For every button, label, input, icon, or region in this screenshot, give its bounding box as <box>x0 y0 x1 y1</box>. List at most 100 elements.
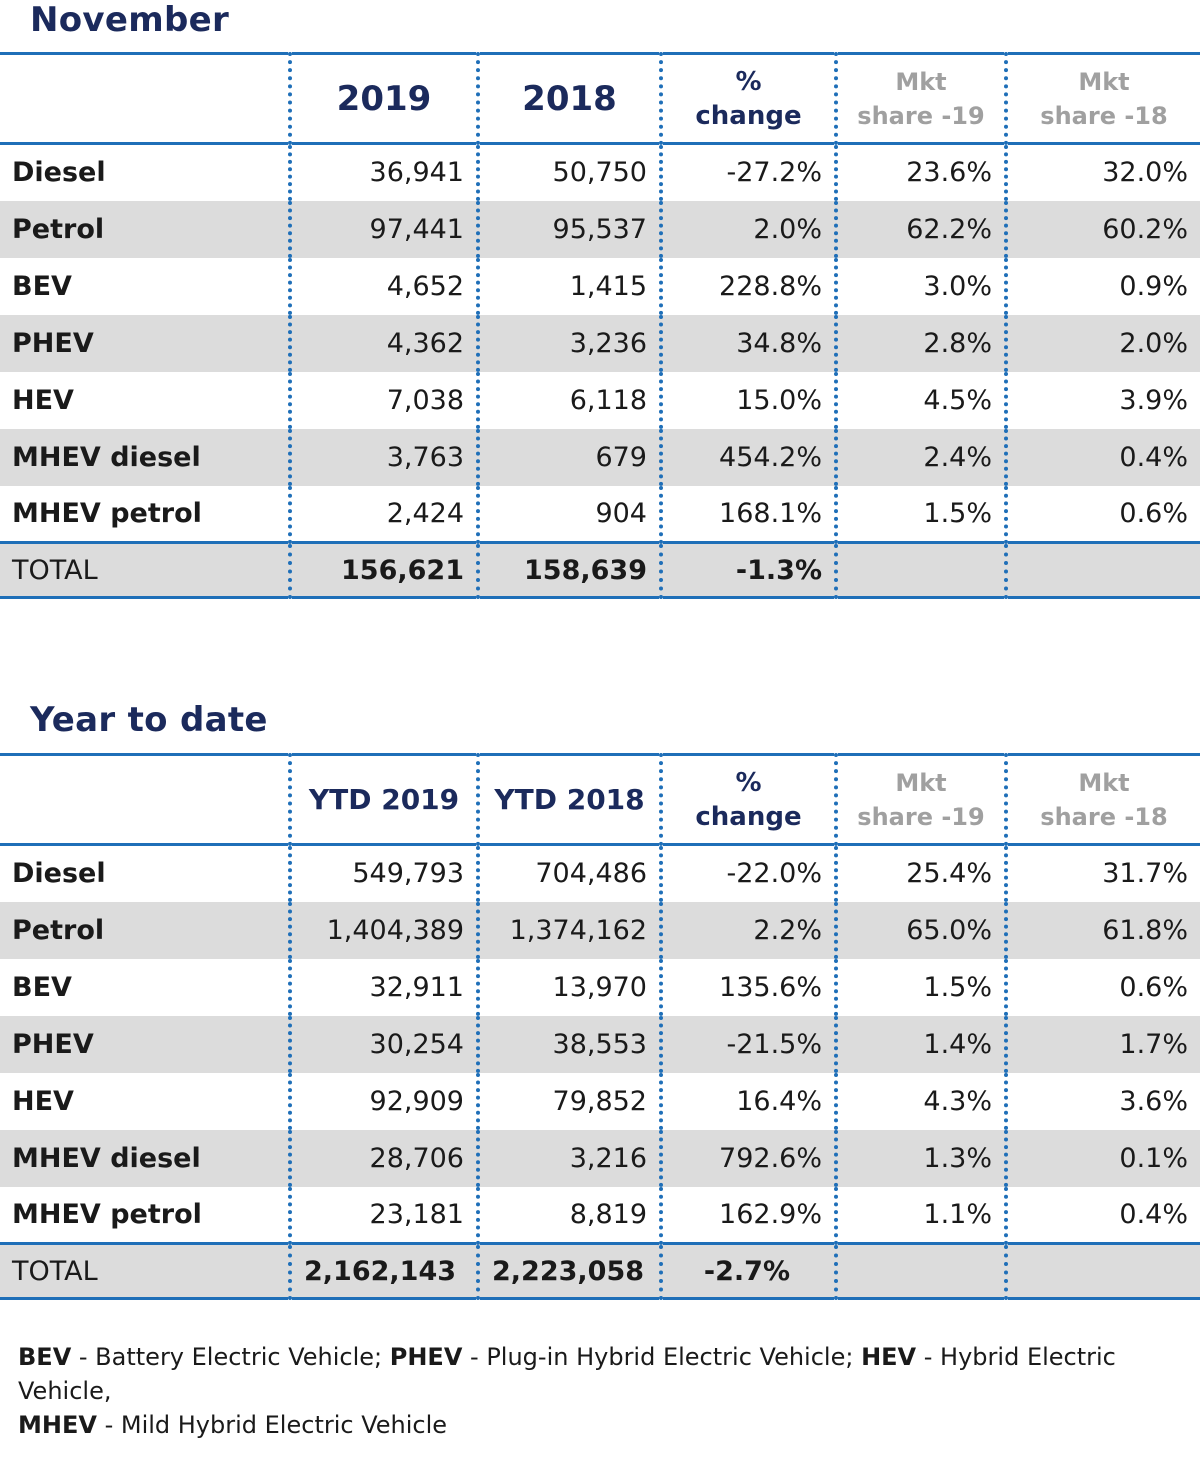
cell-mkt-share-19: 65.0% <box>834 901 1006 959</box>
cell-mkt-share-18: 0.9% <box>1004 257 1200 315</box>
cell-value-2019: 28,706 <box>288 1129 478 1187</box>
cell-value-2018: 704,486 <box>476 844 661 902</box>
header-pct-symbol: % <box>735 767 762 798</box>
cell-mkt-share-18: 0.6% <box>1004 485 1200 543</box>
header-mkt-19-line1: Mkt <box>895 768 947 797</box>
cell-pct-change: -21.5% <box>659 1015 836 1073</box>
cell-mkt-share-19: 3.0% <box>834 257 1006 315</box>
cell-mkt-share-18: 0.4% <box>1004 428 1200 486</box>
header-mkt-18-line1: Mkt <box>1078 768 1130 797</box>
row-label: HEV <box>12 384 74 416</box>
row-label: MHEV diesel <box>12 1142 201 1174</box>
ytd-table-header: YTD 2019 YTD 2018 % change Mkt share -19… <box>0 754 1200 845</box>
cell-mkt-share-18: 31.7% <box>1004 844 1200 902</box>
cell-mkt-share-19: 4.3% <box>834 1072 1006 1130</box>
total-change: -2.7% <box>659 1243 836 1299</box>
cell-value-2018: 6,118 <box>476 371 661 429</box>
legend-abbr-bev: BEV <box>18 1343 72 1371</box>
total-label: TOTAL <box>12 1255 98 1287</box>
ytd-table-body: Diesel 549,793 704,486 -22.0% 25.4% 31.7% Petr… <box>0 844 1200 1244</box>
cell-mkt-share-18: 3.6% <box>1004 1072 1200 1130</box>
table-row: Petrol 1,404,389 1,374,162 2.2% 65.0% 61.8% <box>0 901 1200 959</box>
row-label: Diesel <box>12 858 106 890</box>
cell-pct-change: 16.4% <box>659 1072 836 1130</box>
header-mkt-18-line2: share -18 <box>1040 802 1168 831</box>
header-pct-change: % change <box>659 53 836 144</box>
total-ytd-2019: 2,162,143 <box>288 1243 478 1299</box>
november-table: 2019 2018 % change Mkt share -19 Mkt sha… <box>0 52 1200 599</box>
november-table-body: Diesel 36,941 50,750 -27.2% 23.6% 32.0% Petrol… <box>0 143 1200 543</box>
total-2019: 156,621 <box>288 542 478 598</box>
cell-pct-change: 454.2% <box>659 428 836 486</box>
ytd-table-wrap: YTD 2019 YTD 2018 % change Mkt share -19… <box>0 753 1200 1300</box>
legend-text-mhev: - Mild Hybrid Electric Vehicle <box>96 1411 448 1439</box>
row-label: BEV <box>12 971 72 1003</box>
cell-value-2018: 8,819 <box>476 1186 661 1244</box>
cell-value-2018: 3,216 <box>476 1129 661 1187</box>
table-row: PHEV 4,362 3,236 34.8% 2.8% 2.0% <box>0 314 1200 372</box>
legend-text-hev: - Hybrid Electric Vehicle, <box>18 1343 1116 1405</box>
table-row: Petrol 97,441 95,537 2.0% 62.2% 60.2% <box>0 200 1200 258</box>
cell-pct-change: 162.9% <box>659 1186 836 1244</box>
row-label: BEV <box>12 270 72 302</box>
table-row: PHEV 30,254 38,553 -21.5% 1.4% 1.7% <box>0 1015 1200 1073</box>
row-label: MHEV petrol <box>12 1198 202 1230</box>
abbreviation-legend: BEV - Battery Electric Vehicle; PHEV - P… <box>18 1340 1188 1442</box>
table-row: MHEV diesel 3,763 679 454.2% 2.4% 0.4% <box>0 428 1200 486</box>
ytd-title: Year to date <box>30 700 268 740</box>
header-mkt-18-line1: Mkt <box>1078 67 1130 96</box>
total-label: TOTAL <box>12 554 98 586</box>
ytd-table-footer: TOTAL 2,162,143 2,223,058 -2.7% <box>0 1243 1200 1299</box>
cell-pct-change: 792.6% <box>659 1129 836 1187</box>
cell-value-2018: 679 <box>476 428 661 486</box>
header-pct-change: % change <box>659 754 836 845</box>
total-share-19 <box>834 542 1006 598</box>
row-label: PHEV <box>12 327 94 359</box>
cell-mkt-share-18: 2.0% <box>1004 314 1200 372</box>
cell-mkt-share-19: 1.3% <box>834 1129 1006 1187</box>
table-row: HEV 92,909 79,852 16.4% 4.3% 3.6% <box>0 1072 1200 1130</box>
header-pct-symbol: % <box>735 66 762 97</box>
header-ytd-2018: YTD 2018 <box>476 754 661 845</box>
header-mkt-share-19: Mkt share -19 <box>834 754 1006 845</box>
cell-value-2019: 32,911 <box>288 958 478 1016</box>
row-label: Diesel <box>12 157 106 189</box>
total-row: TOTAL 2,162,143 2,223,058 -2.7% <box>0 1243 1200 1299</box>
row-label: PHEV <box>12 1028 94 1060</box>
table-row: MHEV diesel 28,706 3,216 792.6% 1.3% 0.1% <box>0 1129 1200 1187</box>
row-label: Petrol <box>12 914 105 946</box>
cell-mkt-share-18: 3.9% <box>1004 371 1200 429</box>
cell-mkt-share-19: 1.1% <box>834 1186 1006 1244</box>
header-blank <box>0 755 290 845</box>
november-table-wrap: 2019 2018 % change Mkt share -19 Mkt sha… <box>0 52 1200 599</box>
row-label: Petrol <box>12 213 105 245</box>
total-ytd-2018: 2,223,058 <box>476 1243 661 1299</box>
cell-value-2018: 1,374,162 <box>476 901 661 959</box>
cell-value-2018: 3,236 <box>476 314 661 372</box>
table-row: BEV 32,911 13,970 135.6% 1.5% 0.6% <box>0 958 1200 1016</box>
cell-value-2019: 92,909 <box>288 1072 478 1130</box>
total-share-18 <box>1004 542 1200 598</box>
cell-pct-change: 135.6% <box>659 958 836 1016</box>
cell-value-2019: 549,793 <box>288 844 478 902</box>
legend-text-bev: - Battery Electric Vehicle; <box>71 1343 390 1371</box>
cell-mkt-share-18: 60.2% <box>1004 200 1200 258</box>
table-row: HEV 7,038 6,118 15.0% 4.5% 3.9% <box>0 371 1200 429</box>
cell-value-2018: 50,750 <box>476 143 661 201</box>
total-share-19 <box>834 1243 1006 1299</box>
cell-pct-change: 2.0% <box>659 200 836 258</box>
cell-value-2018: 1,415 <box>476 257 661 315</box>
november-table-header: 2019 2018 % change Mkt share -19 Mkt sha… <box>0 53 1200 144</box>
header-pct-word: change <box>695 100 802 131</box>
cell-pct-change: 15.0% <box>659 371 836 429</box>
cell-mkt-share-19: 2.8% <box>834 314 1006 372</box>
table-row: BEV 4,652 1,415 228.8% 3.0% 0.9% <box>0 257 1200 315</box>
cell-mkt-share-19: 4.5% <box>834 371 1006 429</box>
november-title: November <box>30 0 230 40</box>
cell-mkt-share-18: 1.7% <box>1004 1015 1200 1073</box>
cell-mkt-share-19: 25.4% <box>834 844 1006 902</box>
cell-value-2019: 36,941 <box>288 143 478 201</box>
header-2018: 2018 <box>476 53 661 144</box>
november-table-footer: TOTAL 156,621 158,639 -1.3% <box>0 542 1200 598</box>
total-row: TOTAL 156,621 158,639 -1.3% <box>0 542 1200 598</box>
